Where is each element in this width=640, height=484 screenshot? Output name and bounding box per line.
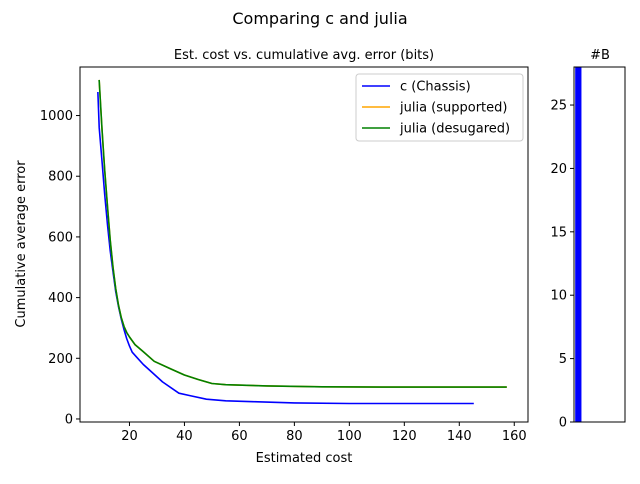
main-x-axis-label: Estimated cost bbox=[256, 451, 353, 466]
legend-label: julia (desugared) bbox=[399, 122, 510, 137]
x-tick-label: 120 bbox=[392, 429, 417, 444]
main-plot-frame bbox=[79, 66, 529, 423]
side-y-tick-label: 20 bbox=[550, 162, 567, 177]
side-y-tick-label: 10 bbox=[550, 289, 567, 304]
main-y-ticks: 0 200 400 600 800 1000 bbox=[40, 109, 80, 427]
side-plot-frame bbox=[573, 66, 626, 423]
y-tick-label: 0 bbox=[65, 412, 73, 427]
y-tick-label: 600 bbox=[48, 230, 73, 245]
y-tick-label: 400 bbox=[48, 291, 73, 306]
x-tick-label: 100 bbox=[337, 429, 362, 444]
main-chart-title: Est. cost vs. cumulative avg. error (bit… bbox=[174, 48, 434, 63]
side-bar-1 bbox=[575, 67, 582, 422]
main-line-chart: Est. cost vs. cumulative avg. error (bit… bbox=[14, 48, 529, 466]
y-tick-label: 800 bbox=[48, 170, 73, 185]
y-tick-label: 1000 bbox=[40, 109, 73, 124]
x-tick-label: 40 bbox=[176, 429, 193, 444]
x-tick-label: 160 bbox=[502, 429, 527, 444]
legend-box bbox=[355, 73, 524, 142]
legend-label: c (Chassis) bbox=[400, 80, 471, 95]
y-tick-label: 200 bbox=[48, 352, 73, 367]
legend: c (Chassis) julia (supported) julia (desug… bbox=[355, 73, 524, 142]
x-tick-label: 20 bbox=[121, 429, 138, 444]
side-y-tick-label: 0 bbox=[559, 416, 567, 431]
x-tick-label: 140 bbox=[447, 429, 472, 444]
side-y-tick-label: 5 bbox=[559, 352, 567, 367]
side-bars-group bbox=[575, 67, 582, 422]
series-line-3 bbox=[98, 79, 507, 388]
side-y-tick-label: 25 bbox=[550, 99, 567, 114]
side-y-tick-label: 15 bbox=[550, 225, 567, 240]
figure-suptitle: Comparing c and julia bbox=[232, 9, 407, 28]
side-chart-title: #B bbox=[590, 48, 610, 63]
main-x-ticks: 20 40 60 80 100 120 140 160 bbox=[121, 422, 527, 444]
legend-label: julia (supported) bbox=[399, 101, 507, 116]
series-line-1 bbox=[97, 91, 474, 405]
side-bar-chart: #B 0 5 10 15 20 25 bbox=[550, 48, 626, 431]
side-y-ticks: 0 5 10 15 20 25 bbox=[550, 99, 574, 431]
x-tick-label: 80 bbox=[286, 429, 303, 444]
main-y-axis-label: Cumulative average error bbox=[14, 160, 29, 328]
x-tick-label: 60 bbox=[231, 429, 248, 444]
main-series-group bbox=[97, 79, 507, 405]
